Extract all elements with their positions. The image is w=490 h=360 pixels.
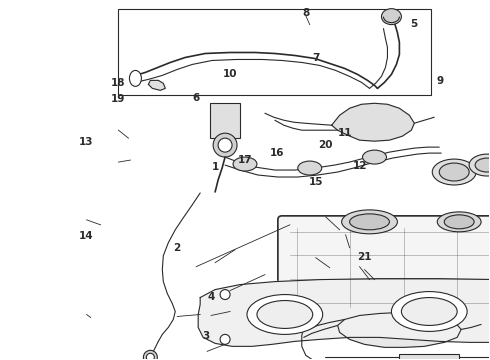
Ellipse shape (437, 212, 481, 232)
Text: 16: 16 (270, 148, 284, 158)
Text: 1: 1 (212, 162, 220, 172)
Ellipse shape (432, 159, 476, 185)
Circle shape (144, 350, 157, 360)
Text: 13: 13 (79, 138, 94, 147)
Ellipse shape (439, 163, 469, 181)
Text: 18: 18 (111, 78, 125, 88)
FancyBboxPatch shape (278, 216, 490, 319)
Text: 9: 9 (437, 76, 444, 86)
Circle shape (218, 138, 232, 152)
Ellipse shape (342, 210, 397, 234)
Circle shape (213, 133, 237, 157)
Ellipse shape (475, 158, 490, 172)
Ellipse shape (247, 294, 323, 334)
Text: 12: 12 (352, 161, 367, 171)
Ellipse shape (401, 298, 457, 325)
Polygon shape (338, 312, 461, 347)
Ellipse shape (233, 157, 257, 171)
Polygon shape (332, 103, 415, 141)
Circle shape (147, 353, 154, 360)
Ellipse shape (444, 215, 474, 229)
Bar (119, 9, 431, 95)
Circle shape (220, 334, 230, 345)
Polygon shape (198, 279, 490, 346)
Text: 4: 4 (207, 292, 215, 302)
Text: 19: 19 (111, 94, 125, 104)
Circle shape (220, 289, 230, 300)
Text: 10: 10 (223, 69, 238, 79)
Ellipse shape (257, 301, 313, 328)
Polygon shape (148, 80, 165, 90)
Text: 17: 17 (238, 155, 252, 165)
Ellipse shape (349, 214, 390, 230)
Ellipse shape (469, 154, 490, 176)
Text: 15: 15 (309, 177, 323, 187)
Ellipse shape (298, 161, 322, 175)
Ellipse shape (363, 150, 387, 164)
Bar (399, 354, 459, 360)
Ellipse shape (382, 9, 401, 24)
Text: 14: 14 (79, 231, 94, 240)
Text: 20: 20 (318, 140, 333, 150)
Text: 11: 11 (338, 129, 352, 138)
Text: 7: 7 (312, 53, 319, 63)
Bar (210, 103, 240, 138)
Text: 5: 5 (410, 19, 417, 29)
Text: 8: 8 (302, 8, 310, 18)
Text: 6: 6 (193, 93, 200, 103)
Text: 21: 21 (357, 252, 372, 262)
Text: 3: 3 (202, 331, 210, 341)
Text: 2: 2 (173, 243, 180, 253)
Ellipse shape (129, 71, 142, 86)
Ellipse shape (392, 292, 467, 332)
